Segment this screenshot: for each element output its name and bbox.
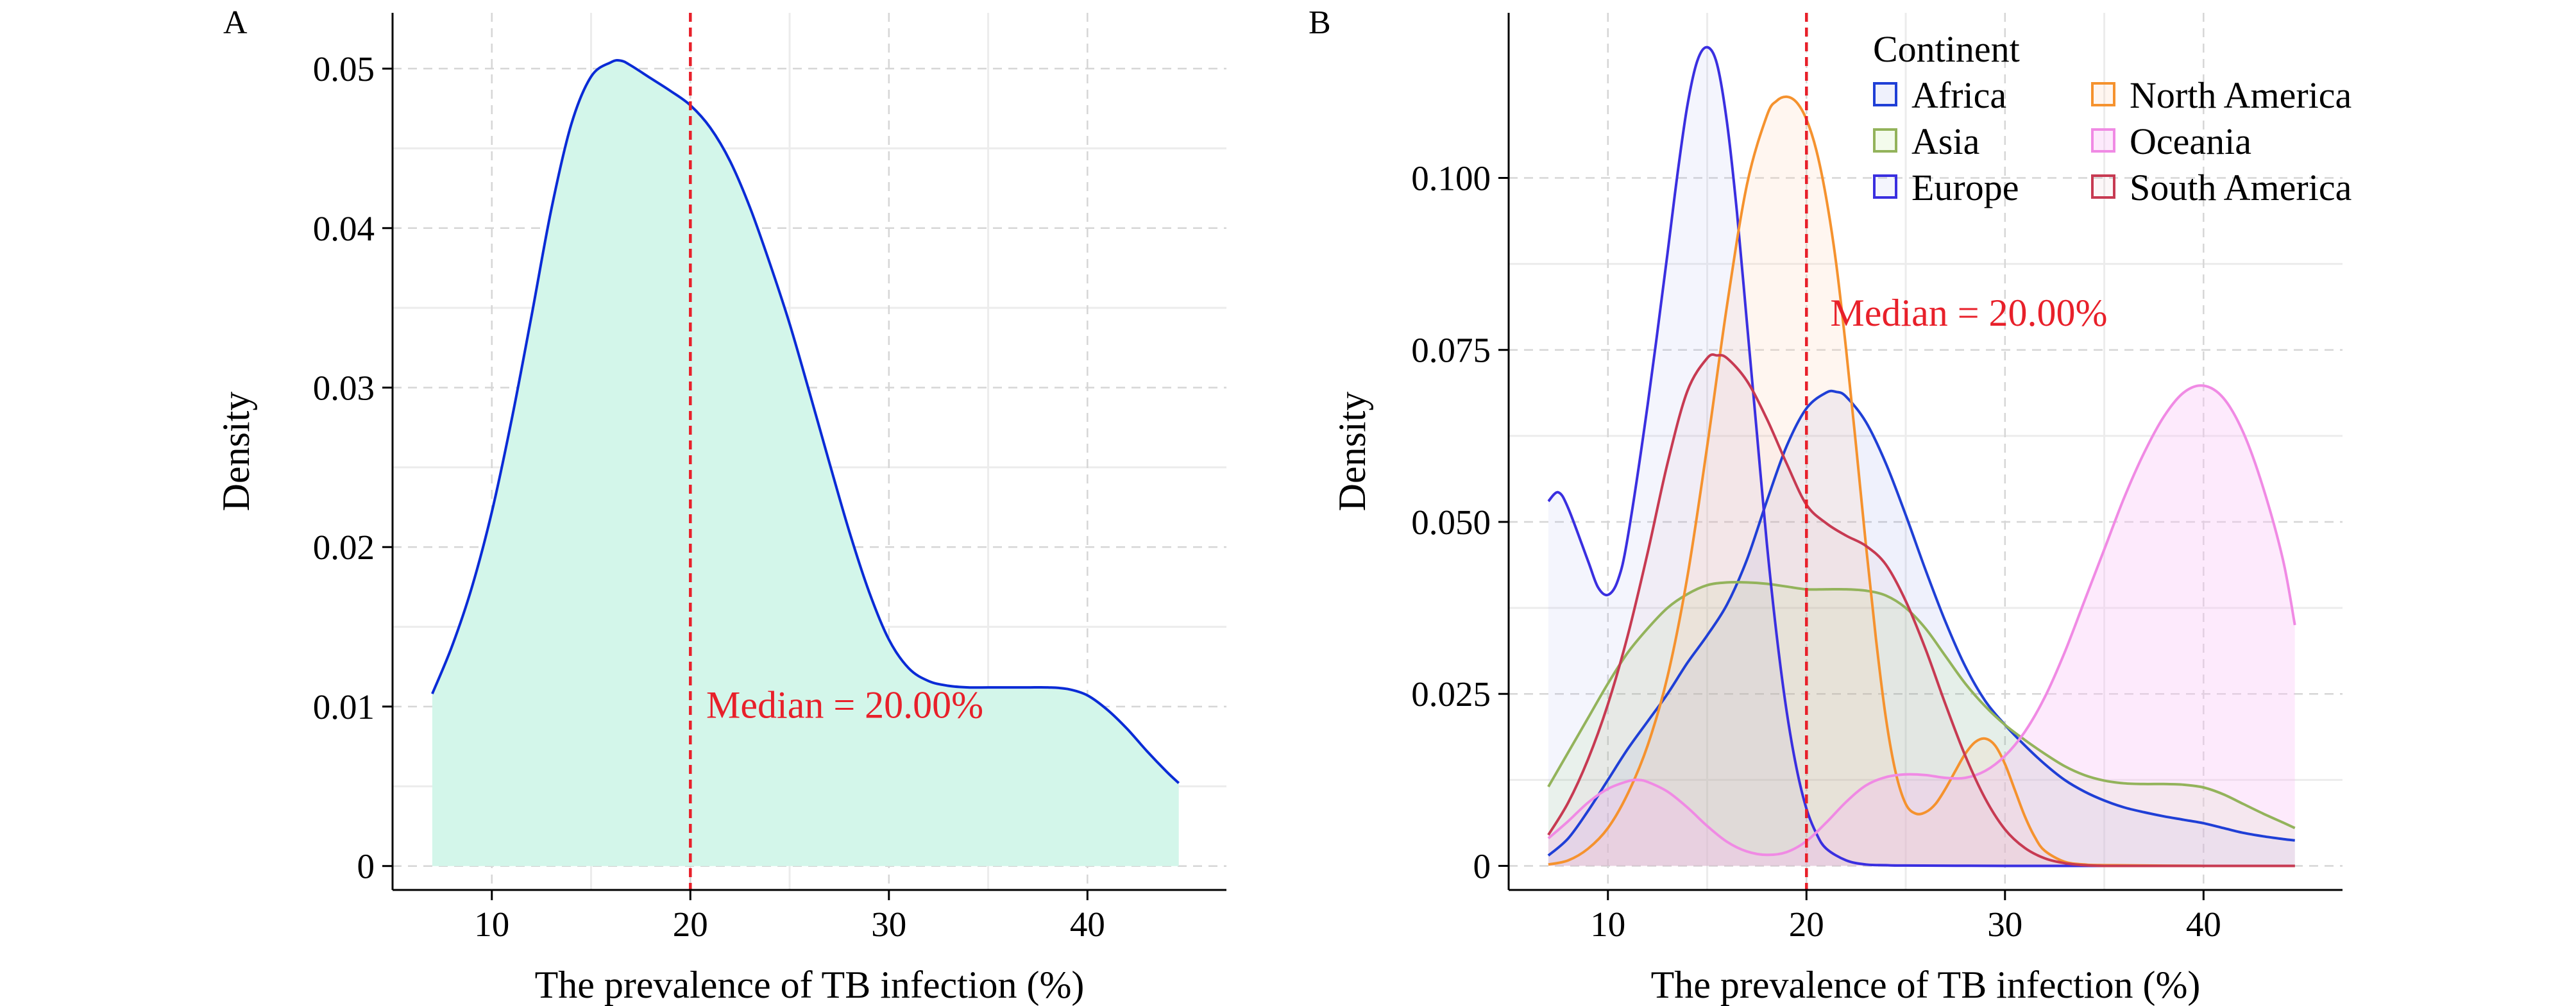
- x-tick-label: 30: [1987, 905, 2022, 944]
- density-area-asia: [1548, 582, 2295, 866]
- x-tick-label: 40: [1070, 905, 1105, 944]
- legend-key-asia: [1873, 128, 1897, 153]
- x-tick-label: 20: [673, 905, 708, 944]
- y-tick-label: 0.100: [1411, 159, 1491, 198]
- y-tick-label: 0.05: [313, 49, 375, 88]
- legend-title: Continent: [1873, 28, 2020, 70]
- density-curve-europe: [1547, 46, 2295, 868]
- panel-a-density-fill: [432, 60, 1179, 866]
- panel-a-density-lines: [431, 58, 1180, 784]
- panel-a-x-ticks: 10 20 30 40: [474, 890, 1105, 944]
- density-curve-south-america: [1547, 353, 2295, 868]
- density-area-south-america: [1548, 354, 2295, 866]
- y-tick-label: 0.03: [313, 369, 375, 408]
- density-curve-oceania: [1547, 384, 2296, 857]
- panel-a-chart: A Median = 20.00% 10 20 30 40 0 0.01 0.02 0.03…: [215, 4, 1226, 1006]
- legend-label-asia: Asia: [1911, 121, 1979, 162]
- panel-a-label: A: [223, 4, 248, 41]
- legend-key-oceania: [2091, 128, 2115, 153]
- x-tick-label: 30: [871, 905, 906, 944]
- y-tick-label: 0.01: [313, 687, 375, 726]
- density-curve-asia: [1547, 580, 2296, 830]
- x-tick-label: 10: [474, 905, 509, 944]
- legend-key-africa: [1873, 82, 1897, 106]
- panel-b-x-axis-title: The prevalence of TB infection (%): [1651, 964, 2201, 1006]
- x-tick-label: 20: [1789, 905, 1824, 944]
- y-tick-label: 0.025: [1411, 675, 1491, 714]
- y-tick-label: 0.075: [1411, 331, 1491, 370]
- panel-b-y-ticks: 0 0.025 0.050 0.075 0.100: [1411, 159, 1509, 885]
- panel-b-density-lines: [1547, 46, 2296, 868]
- panel-a-median-label: Median = 20.00%: [706, 683, 983, 726]
- legend-item-asia: Asia: [1873, 121, 1979, 162]
- panel-b-x-ticks: 10 20 30 40: [1590, 890, 2221, 944]
- legend-item-africa: Africa: [1873, 74, 2006, 116]
- legend-key-north-america: [2091, 82, 2115, 106]
- panel-b-legend: Continent Africa North America Asia Oceania…: [1873, 28, 2351, 208]
- y-tick-label: 0.02: [313, 528, 375, 567]
- x-tick-label: 10: [1590, 905, 1625, 944]
- legend-label-africa: Africa: [1911, 74, 2006, 116]
- legend-key-europe: [1873, 174, 1897, 199]
- y-tick-label: 0: [357, 847, 375, 886]
- density-curve-africa: [1547, 389, 2295, 857]
- legend-label-oceania: Oceania: [2130, 121, 2251, 162]
- y-tick-label: 0.04: [313, 209, 375, 248]
- panel-b-chart: B Median = 20.00% 10 20 30 40 0 0.025 0.050 0.…: [1309, 4, 2351, 1006]
- density-curve-series-0: [431, 58, 1180, 784]
- legend-item-north-america: North America: [2091, 74, 2351, 116]
- panel-b-median-label: Median = 20.00%: [1830, 292, 2107, 334]
- panel-a-y-ticks: 0 0.01 0.02 0.03 0.04 0.05: [313, 49, 393, 886]
- legend-item-south-america: South America: [2091, 167, 2351, 208]
- y-tick-label: 0.050: [1411, 503, 1491, 542]
- density-area-series-0: [432, 60, 1179, 866]
- y-tick-label: 0: [1473, 846, 1491, 885]
- density-area-oceania: [1548, 385, 2295, 866]
- legend-label-europe: Europe: [1911, 167, 2019, 208]
- legend-label-south-america: South America: [2130, 167, 2351, 208]
- density-area-north-america: [1548, 96, 2295, 866]
- panel-a-y-axis-title: Density: [215, 392, 257, 512]
- x-tick-label: 40: [2186, 905, 2221, 944]
- density-area-africa: [1548, 390, 2295, 866]
- panel-b-label: B: [1309, 4, 1331, 41]
- panel-b-y-axis-title: Density: [1331, 392, 1373, 512]
- legend-key-south-america: [2091, 174, 2115, 199]
- density-curve-north-america: [1548, 95, 2295, 868]
- panel-a-x-axis-title: The prevalence of TB infection (%): [535, 964, 1085, 1006]
- panel-b-grid: [1509, 13, 2343, 890]
- legend-item-oceania: Oceania: [2091, 121, 2251, 162]
- legend-label-north-america: North America: [2130, 74, 2351, 116]
- legend-item-europe: Europe: [1873, 167, 2019, 208]
